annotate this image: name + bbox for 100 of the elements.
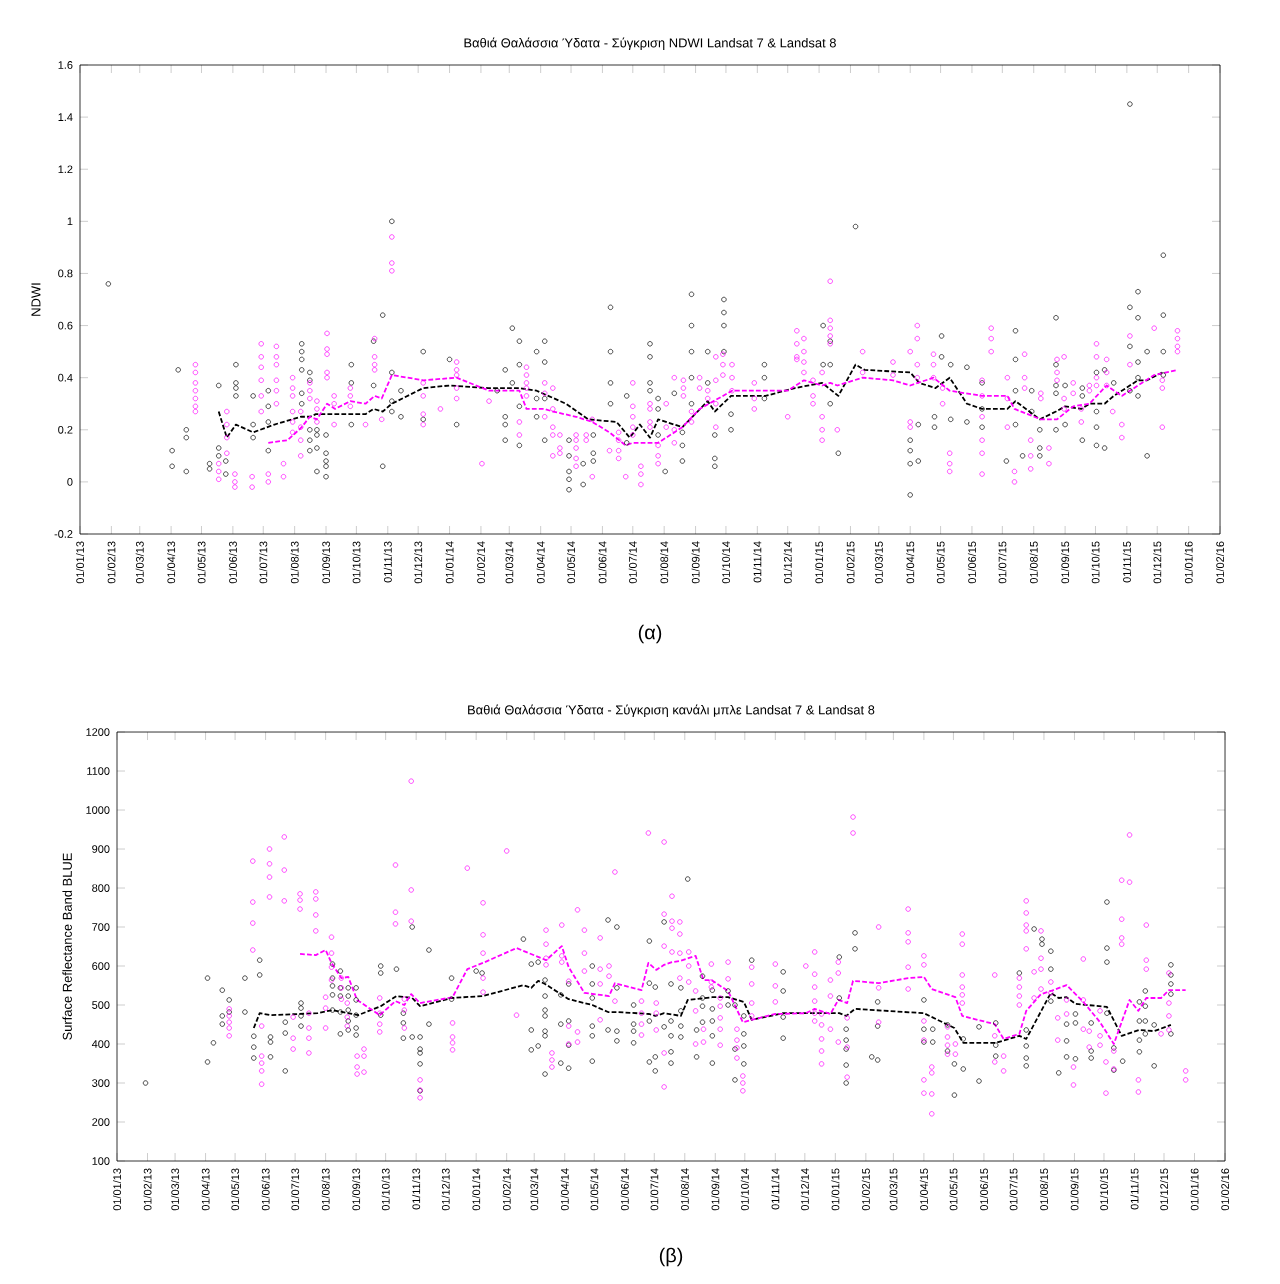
x-tick-label: 01/06/15 [967, 541, 976, 584]
x-tick-label: 01/10/13 [381, 1168, 390, 1211]
x-tick-label: 01/07/13 [259, 541, 268, 584]
y-tick-label: 0.8 [58, 269, 73, 278]
x-tick-label: 01/03/15 [889, 1168, 898, 1211]
y-tick-label: -0.2 [54, 530, 73, 538]
x-tick-label: 01/11/13 [412, 1168, 421, 1210]
y-tick-label: 1.4 [58, 113, 73, 121]
x-tick-label: 01/01/14 [472, 1168, 481, 1211]
y-tick-label: 0.6 [58, 321, 73, 330]
text: (β) [659, 1247, 683, 1267]
x-tick-label: 01/06/14 [620, 1168, 629, 1211]
x-tick-label: 01/05/14 [590, 1168, 599, 1211]
y-tick-label: 1200 [86, 728, 110, 736]
x-tick-label: 01/09/14 [691, 541, 700, 584]
x-tick-label: 01/09/15 [1061, 541, 1070, 584]
x-tick-label: 01/11/14 [771, 1168, 780, 1210]
x-tick-label: 01/07/14 [650, 1168, 659, 1211]
x-tick-label: 01/09/14 [711, 1168, 720, 1211]
x-tick-label: 01/05/14 [567, 541, 576, 584]
y-tick-label: 900 [92, 845, 110, 853]
x-tick-label: 01/10/13 [352, 541, 361, 584]
chart-title: Βαθιά Θαλάσσια Ύδατα - Σύγκριση κανάλι μπλε Landsat 7 & Landsat 8 [468, 704, 875, 718]
x-tick-label: 01/11/15 [1122, 541, 1131, 583]
x-tick-label: 01/08/15 [1039, 1168, 1048, 1211]
x-tick-label: 01/08/13 [321, 1168, 330, 1211]
x-tick-label: 01/02/16 [1220, 1168, 1230, 1211]
y-tick-label: 800 [92, 884, 110, 892]
x-tick-label: 01/12/13 [441, 1168, 450, 1211]
y-tick-label: 0.4 [58, 373, 73, 382]
x-tick-label: 01/04/13 [167, 541, 176, 584]
x-tick-label: 01/08/15 [1029, 541, 1038, 584]
x-tick-label: 01/12/15 [1153, 541, 1162, 584]
x-tick-label: 01/11/15 [1130, 1168, 1139, 1210]
x-tick-label: 01/05/13 [197, 541, 206, 584]
x-tick-label: 01/01/14 [445, 541, 454, 584]
x-tick-label: 01/02/13 [143, 1168, 152, 1211]
x-tick-label: 01/04/14 [560, 1168, 569, 1211]
x-tick-label: 01/09/15 [1070, 1168, 1079, 1211]
x-tick-label: 01/10/15 [1099, 1168, 1108, 1211]
x-tick-label: 01/03/13 [171, 1168, 180, 1211]
x-tick-label: 01/08/14 [660, 541, 669, 584]
x-tick-label: 01/01/16 [1190, 1168, 1199, 1211]
x-tick-label: 01/03/14 [505, 541, 514, 584]
x-tick-label: 01/02/14 [476, 541, 485, 584]
y-tick-label: 1.2 [58, 165, 73, 174]
y-tick-label: 200 [92, 1118, 110, 1126]
x-tick-label: 01/07/13 [291, 1168, 300, 1211]
y-axis-title: Surface Reflectance Band BLUE [62, 853, 72, 1040]
x-tick-label: 01/04/14 [536, 541, 545, 584]
x-tick-label: 01/10/14 [740, 1168, 749, 1211]
x-tick-label: 01/06/14 [598, 541, 607, 584]
x-tick-label: 01/09/13 [352, 1168, 361, 1211]
x-tick-label: 01/01/13 [112, 1168, 122, 1211]
x-tick-label: 01/08/14 [680, 1168, 689, 1211]
x-tick-label: 01/12/15 [1159, 1168, 1169, 1211]
y-tick-label: 1000 [86, 806, 110, 814]
x-tick-label: 01/03/14 [530, 1168, 539, 1211]
x-tick-label: 01/10/15 [1091, 541, 1100, 584]
line-series [299, 945, 1187, 1045]
y-tick-label: 1 [67, 217, 73, 226]
x-tick-label: 01/12/14 [800, 1168, 809, 1211]
x-tick-label: 01/05/15 [936, 541, 945, 584]
text: (α) [638, 624, 662, 644]
x-tick-label: 01/12/14 [783, 541, 792, 584]
y-tick-label: 1.6 [58, 61, 73, 69]
x-tick-label: 01/02/15 [861, 1168, 870, 1211]
x-tick-label: 01/02/14 [502, 1168, 511, 1211]
line-series [217, 363, 1164, 439]
line-series [267, 368, 1179, 447]
y-tick-label: 0 [67, 478, 73, 486]
x-tick-label: 01/01/15 [815, 541, 824, 584]
x-tick-label: 01/02/15 [846, 541, 855, 584]
y-tick-label: 500 [92, 1001, 110, 1009]
x-tick-label: 01/08/13 [290, 541, 299, 584]
x-tick-label: 01/09/13 [322, 541, 331, 584]
y-tick-label: 1100 [87, 767, 110, 775]
chart-title: Βαθιά Θαλάσσια Ύδατα - Σύγκριση NDWI Landsat 7 & Landsat 8 [464, 37, 836, 51]
x-tick-label: 01/02/13 [107, 541, 116, 584]
x-tick-label: 01/06/13 [228, 541, 237, 584]
x-tick-label: 01/05/15 [949, 1168, 958, 1211]
line-series [252, 979, 1172, 1044]
x-tick-label: 01/07/14 [628, 541, 637, 584]
y-tick-label: 0.2 [58, 425, 73, 434]
x-tick-label: 01/05/13 [231, 1168, 240, 1211]
x-tick-label: 01/04/13 [201, 1168, 210, 1211]
y-tick-label: 600 [92, 962, 110, 970]
x-tick-label: 01/04/15 [919, 1168, 928, 1211]
x-tick-label: 01/11/13 [383, 541, 392, 583]
x-tick-label: 01/06/13 [261, 1168, 270, 1211]
x-tick-label: 01/07/15 [1009, 1168, 1018, 1211]
x-tick-label: 01/01/15 [831, 1168, 840, 1211]
x-tick-label: 01/11/14 [753, 541, 762, 583]
x-tick-label: 01/03/15 [874, 541, 883, 584]
x-tick-label: 01/04/15 [906, 541, 915, 584]
x-tick-label: 01/10/14 [721, 541, 730, 584]
x-tick-label: 01/01/16 [1184, 541, 1193, 584]
y-tick-label: 300 [92, 1079, 110, 1087]
y-tick-label: 100 [92, 1157, 110, 1165]
x-tick-label: 01/01/13 [75, 541, 85, 584]
